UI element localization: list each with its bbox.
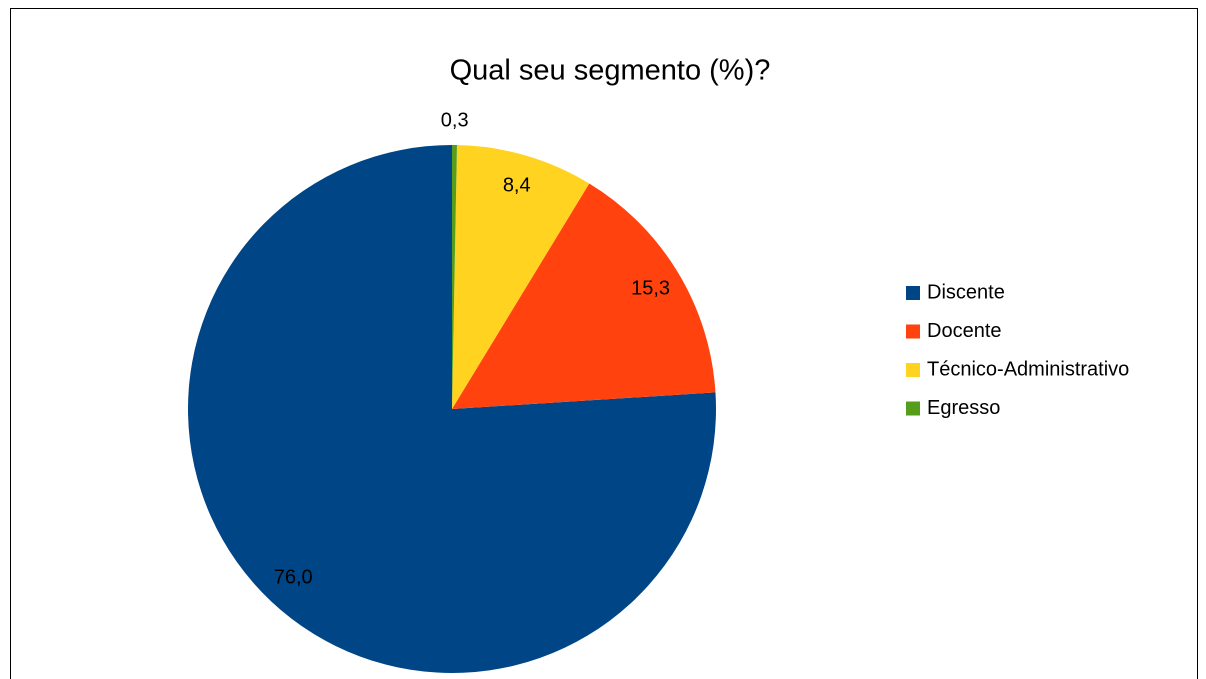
legend-label: Discente <box>927 281 1005 303</box>
data-label: 15,3 <box>631 277 670 299</box>
pie-slice <box>452 145 590 409</box>
legend-swatch <box>906 324 920 339</box>
pie-slice <box>188 145 717 673</box>
legend-label: Docente <box>927 320 1002 342</box>
pie-slice <box>452 145 457 409</box>
data-label: 8,4 <box>503 174 531 196</box>
pie-slice <box>452 183 716 409</box>
legend-label: Técnico-Administrativo <box>927 358 1129 380</box>
legend-swatch <box>906 286 920 300</box>
data-label: 0,3 <box>441 109 469 131</box>
chart-title: Qual seu segmento (%)? <box>450 55 771 87</box>
legend-swatch <box>906 363 920 377</box>
legend-swatch <box>906 401 920 416</box>
legend-label: Egresso <box>927 397 1000 419</box>
data-label: 76,0 <box>274 566 313 588</box>
